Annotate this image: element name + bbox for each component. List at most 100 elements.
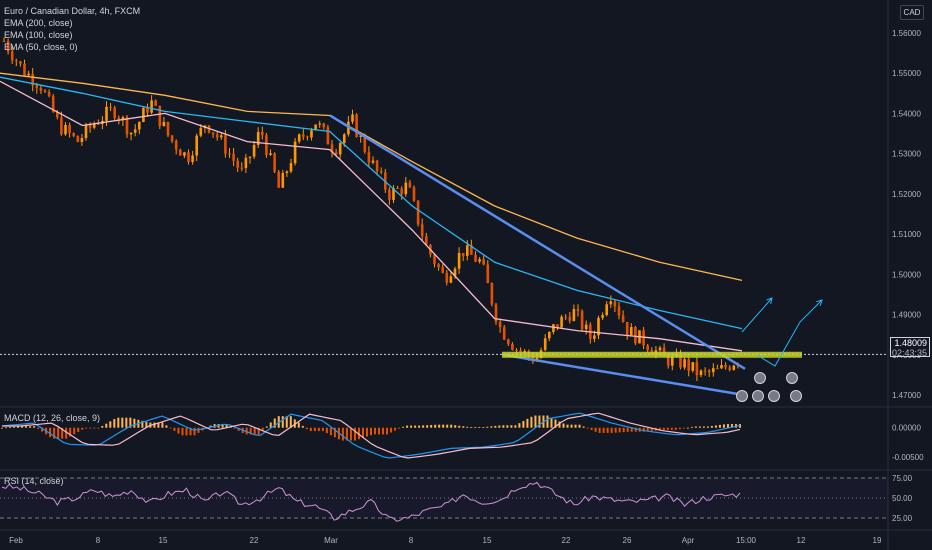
event-icon[interactable]: [768, 390, 780, 402]
candle: [646, 343, 649, 354]
macd-bar: [662, 427, 665, 430]
macd-bar: [357, 427, 360, 440]
candle: [712, 363, 715, 377]
candle: [728, 365, 731, 372]
candle: [244, 153, 248, 174]
time-tick-label: Mar: [324, 536, 338, 545]
candle: [269, 149, 272, 156]
projection-arrowhead: [816, 299, 823, 306]
macd-bar: [193, 427, 196, 436]
macd-bar: [602, 427, 605, 433]
candle: [502, 324, 506, 341]
candle: [400, 186, 403, 200]
event-icon[interactable]: [752, 390, 764, 402]
macd-bar: [562, 423, 565, 428]
macd-bar: [361, 427, 364, 438]
support-zone[interactable]: [502, 351, 802, 358]
lower-trendline[interactable]: [502, 353, 745, 397]
macd-bar: [325, 427, 328, 434]
candle: [552, 323, 555, 335]
candle: [326, 124, 330, 145]
macd-bar: [506, 425, 509, 428]
legend-ema50[interactable]: EMA (50, close, 0): [4, 42, 78, 52]
macd-axis: 0.00000 -0.00500: [892, 424, 924, 462]
legend-ema100[interactable]: EMA (100, close): [4, 30, 73, 40]
rsi-legend[interactable]: RSI (14, close): [4, 476, 64, 486]
candle: [330, 139, 334, 158]
candle: [351, 109, 354, 125]
macd-bar: [25, 426, 28, 428]
macd-bar: [37, 427, 40, 429]
macd-bar: [586, 427, 589, 429]
projection-arrow[interactable]: [741, 297, 773, 333]
macd-lines: [1, 412, 741, 459]
candle: [375, 159, 379, 176]
candle: [388, 187, 391, 205]
symbol-title[interactable]: Euro / Canadian Dollar, 4h, FXCM: [4, 6, 141, 16]
event-icon[interactable]: [786, 372, 798, 384]
macd-bar: [281, 416, 284, 428]
macd-bar: [710, 425, 713, 428]
rsi-tick-label: 75.00: [892, 474, 913, 483]
candle: [23, 59, 26, 77]
candle: [437, 262, 440, 271]
candle: [232, 147, 235, 167]
price-tick-label: 1.52000: [892, 190, 921, 199]
time-tick-label: 22: [250, 536, 259, 545]
macd-bar: [486, 426, 489, 428]
candle: [580, 309, 584, 332]
event-icon[interactable]: [754, 372, 766, 384]
rsi-tick-label: 25.00: [892, 514, 913, 523]
candle: [121, 115, 125, 126]
candle: [470, 239, 473, 255]
macd-bar: [105, 423, 108, 428]
macd-bar: [145, 421, 148, 428]
candle: [43, 89, 47, 93]
macd-bar: [81, 427, 84, 430]
candle: [621, 310, 625, 323]
macd-bar: [442, 424, 445, 428]
event-icon[interactable]: [736, 390, 748, 402]
legend-ema200[interactable]: EMA (200, close): [4, 18, 73, 28]
macd-bar: [341, 427, 344, 441]
candle: [564, 314, 567, 321]
macd-line: [1, 412, 741, 459]
ema50-line: [0, 80, 743, 352]
candle: [113, 105, 116, 121]
macd-bar: [410, 425, 413, 428]
candle: [548, 331, 551, 342]
macd-bar: [378, 427, 381, 435]
macd-bar: [109, 421, 112, 428]
macd-bar: [698, 426, 701, 428]
macd-bar: [426, 425, 429, 428]
macd-bar: [5, 427, 8, 429]
upper-trendline[interactable]: [329, 114, 746, 370]
candle: [302, 129, 305, 141]
macd-bar: [578, 424, 581, 428]
currency-badge[interactable]: CAD: [900, 5, 924, 20]
macd-bar: [93, 427, 96, 429]
candle: [433, 253, 436, 268]
candle: [285, 170, 289, 178]
time-axis[interactable]: Feb 8 15 22 Mar 8 15 22 26 Apr 15:00 12 19: [9, 536, 882, 545]
drawings[interactable]: [329, 114, 823, 402]
candle: [703, 367, 707, 376]
candle: [695, 357, 699, 381]
candle: [605, 301, 608, 317]
candle: [261, 126, 264, 140]
time-tick-label: 22: [562, 536, 571, 545]
macd-bar: [57, 427, 60, 439]
time-tick-label: 15: [159, 536, 168, 545]
macd-bar: [313, 427, 316, 432]
macd-bar: [522, 421, 525, 428]
projection-arrow[interactable]: [756, 299, 823, 367]
macd-legend[interactable]: MACD (12, 26, close, 9): [4, 413, 101, 423]
price-tick-label: 1.50000: [892, 270, 921, 279]
candle: [478, 256, 481, 264]
macd-bar: [626, 427, 629, 432]
macd-bar: [574, 424, 577, 428]
candle: [416, 200, 420, 227]
event-icon[interactable]: [790, 390, 802, 402]
